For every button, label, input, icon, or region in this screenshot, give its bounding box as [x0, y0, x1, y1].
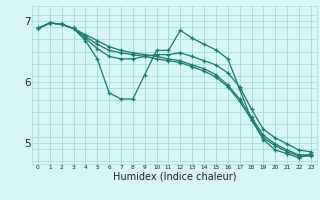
X-axis label: Humidex (Indice chaleur): Humidex (Indice chaleur) [113, 172, 236, 182]
